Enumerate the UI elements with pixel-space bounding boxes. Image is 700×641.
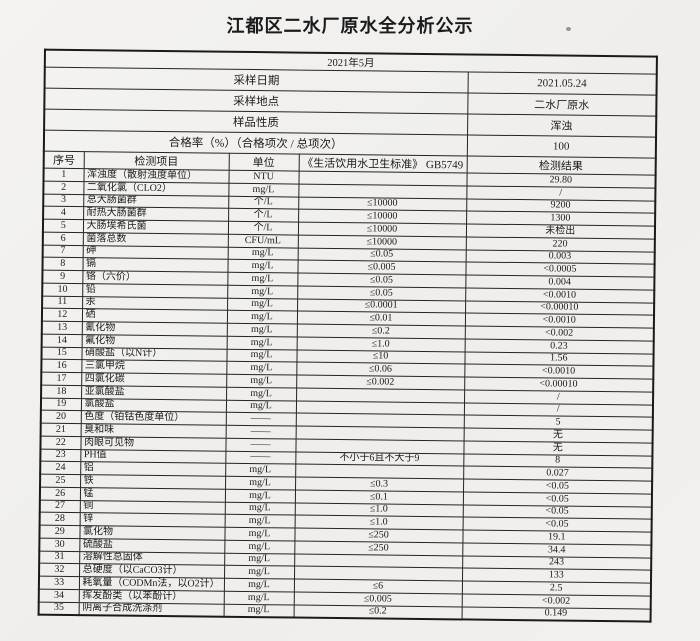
row-index: 5 bbox=[42, 219, 84, 233]
item-unit: mg/L bbox=[227, 272, 298, 286]
row-index: 25 bbox=[40, 474, 81, 488]
info-value: 浑浊 bbox=[467, 113, 657, 138]
row-index: 35 bbox=[38, 601, 79, 616]
item-unit: mg/L bbox=[225, 476, 296, 490]
row-index: 3 bbox=[43, 193, 84, 207]
header-item: 检测项目 bbox=[83, 151, 229, 171]
row-index: 34 bbox=[38, 588, 79, 603]
item-unit: mg/L bbox=[226, 336, 297, 350]
item-unit: —— bbox=[225, 450, 296, 465]
item-unit: mg/L bbox=[225, 463, 296, 478]
item-unit: mg/L bbox=[224, 488, 296, 503]
item-unit: 个/L bbox=[228, 195, 299, 210]
row-index: 29 bbox=[39, 525, 80, 539]
row-index: 12 bbox=[41, 308, 83, 322]
header-standard: 《生活饮用水卫生标准》 GB5749 bbox=[298, 154, 467, 173]
row-index: 20 bbox=[40, 410, 81, 424]
item-result: 0.149 bbox=[461, 606, 651, 622]
item-unit: mg/L bbox=[223, 578, 295, 592]
row-index: 28 bbox=[39, 512, 80, 526]
row-index: 2 bbox=[43, 180, 84, 195]
row-index: 32 bbox=[39, 563, 80, 577]
item-unit: mg/L bbox=[227, 246, 298, 261]
row-index: 9 bbox=[42, 270, 83, 284]
item-unit: mg/L bbox=[226, 323, 297, 337]
item-unit: mg/L bbox=[224, 501, 295, 516]
item-unit: mg/L bbox=[224, 565, 295, 580]
item-unit: 个/L bbox=[228, 208, 299, 223]
row-index: 22 bbox=[40, 435, 81, 450]
row-index: 15 bbox=[41, 346, 82, 360]
row-index: 11 bbox=[42, 295, 83, 309]
item-unit: mg/L bbox=[223, 590, 294, 605]
row-index: 27 bbox=[39, 499, 80, 513]
item-unit: mg/L bbox=[224, 539, 295, 554]
info-value: 2021.05.24 bbox=[467, 71, 657, 96]
item-unit: mg/L bbox=[223, 603, 294, 618]
item-name: 阴离子合成洗涤剂 bbox=[78, 602, 224, 617]
row-index: 14 bbox=[41, 333, 82, 348]
item-unit: mg/L bbox=[224, 527, 295, 541]
item-unit: mg/L bbox=[228, 183, 299, 197]
row-index: 23 bbox=[40, 448, 81, 462]
row-index: 16 bbox=[41, 359, 82, 373]
row-index: 30 bbox=[39, 537, 80, 552]
row-index: 8 bbox=[42, 257, 83, 271]
row-index: 24 bbox=[40, 461, 81, 475]
info-value: 二水厂原水 bbox=[467, 92, 657, 117]
page-title: 江都区二水厂原水全分析公示 bbox=[226, 16, 474, 36]
item-unit: mg/L bbox=[227, 259, 298, 274]
analysis-table-body: 1 浑浊度（散射浊度单位） NTU 29.80 2 二氧化氯（CLO2） mg/L/3 总大肠… bbox=[38, 168, 656, 622]
item-unit: mg/L bbox=[227, 297, 298, 312]
item-unit: mg/L bbox=[226, 361, 297, 376]
item-unit: —— bbox=[225, 437, 296, 452]
row-index: 1 bbox=[43, 168, 84, 182]
item-unit: mg/L bbox=[224, 552, 295, 567]
row-index: 33 bbox=[38, 576, 80, 590]
item-unit: mg/L bbox=[225, 399, 297, 414]
row-index: 10 bbox=[42, 282, 83, 297]
item-unit: NTU bbox=[228, 170, 299, 184]
item-unit: mg/L bbox=[224, 514, 295, 529]
item-unit: mg/L bbox=[226, 374, 297, 388]
item-standard: ≤0.2 bbox=[293, 604, 462, 620]
row-index: 21 bbox=[40, 423, 81, 437]
row-index: 31 bbox=[39, 550, 80, 564]
row-index: 26 bbox=[39, 486, 81, 501]
item-unit: 个/L bbox=[227, 221, 299, 235]
header-index: 序号 bbox=[43, 151, 84, 169]
row-index: 6 bbox=[42, 231, 83, 246]
item-unit: mg/L bbox=[226, 386, 297, 401]
analysis-table: 2021年5月 采样日期 2021.05.24 采样地点 二水厂原水 样品性质 … bbox=[37, 48, 658, 623]
header-result: 检测结果 bbox=[466, 155, 656, 176]
scan-artifact-dot bbox=[566, 27, 571, 31]
item-unit: mg/L bbox=[227, 285, 298, 299]
row-index: 13 bbox=[41, 321, 82, 335]
row-index: 7 bbox=[42, 244, 83, 258]
item-unit: mg/L bbox=[226, 310, 298, 325]
row-index: 17 bbox=[41, 372, 82, 386]
analysis-table-wrapper: 2021年5月 采样日期 2021.05.24 采样地点 二水厂原水 样品性质 … bbox=[37, 48, 658, 623]
info-value: 100 bbox=[466, 134, 657, 159]
item-unit: CFU/mL bbox=[227, 234, 298, 248]
row-index: 18 bbox=[41, 384, 82, 399]
row-index: 4 bbox=[43, 206, 84, 220]
row-index: 19 bbox=[40, 397, 82, 411]
item-unit: —— bbox=[225, 425, 296, 439]
header-unit: 单位 bbox=[228, 153, 299, 172]
item-unit: —— bbox=[225, 412, 296, 427]
item-unit: mg/L bbox=[226, 348, 297, 363]
